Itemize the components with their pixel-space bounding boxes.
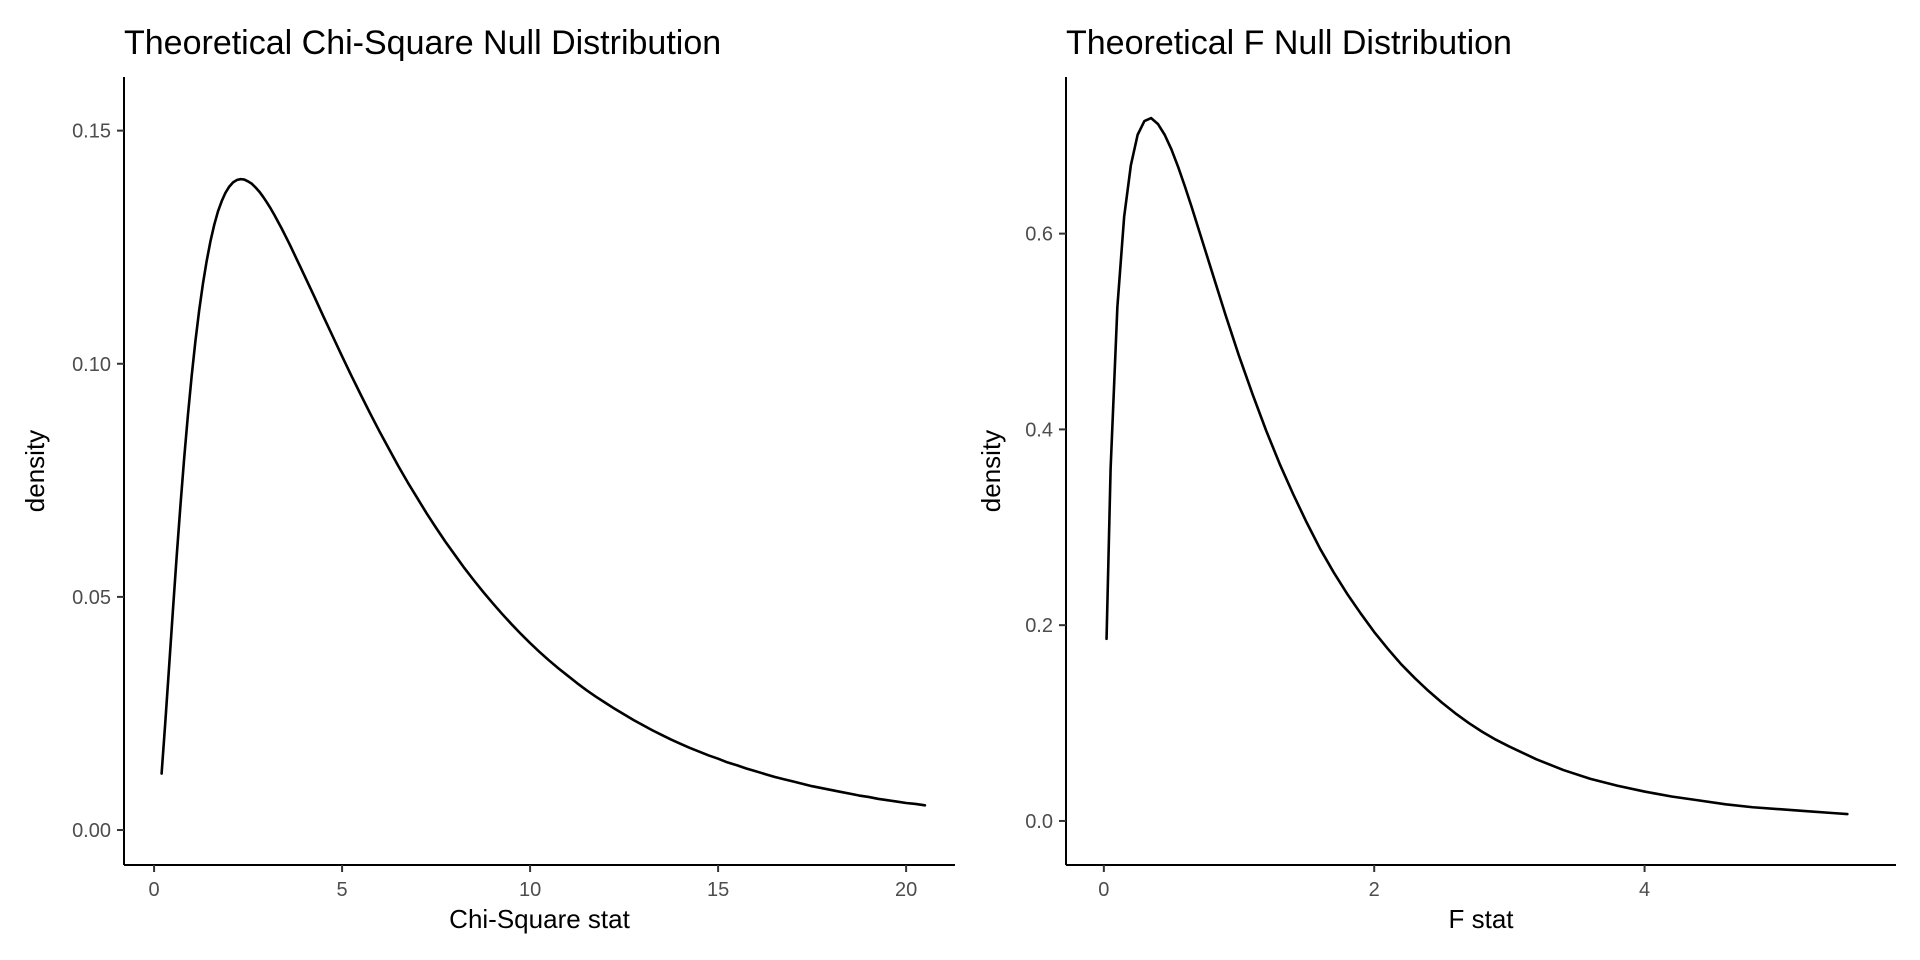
chi-square-panel: Theoretical Chi-Square Null Distribution… [20,24,955,934]
density-curve [1105,116,1849,816]
x-axis-label: Chi-Square stat [449,904,630,934]
y-axis-label: density [20,430,50,512]
y-tick-label: 0.4 [1025,419,1053,441]
x-tick-label: 15 [707,879,729,901]
y-tick-label: 0.6 [1025,224,1053,246]
x-tick-label: 20 [895,879,917,901]
x-tick-label: 2 [1369,879,1380,901]
x-tick-label: 5 [337,879,348,901]
chart-title: Theoretical F Null Distribution [1066,24,1512,62]
density-curve [160,177,927,807]
f-distribution-panel: Theoretical F Null Distribution 0.0 0.2 0.4… [976,24,1896,934]
y-tick-label: 0.15 [72,121,111,143]
y-tick-label: 0.05 [72,587,111,609]
x-tick-label: 0 [149,879,160,901]
y-tick-label: 0.2 [1025,615,1053,637]
x-tick-label: 4 [1639,879,1650,901]
chart-title: Theoretical Chi-Square Null Distribution [124,24,721,62]
y-tick-label: 0.0 [1025,811,1053,833]
x-axis-label: F stat [1448,904,1514,934]
y-axis-label: density [976,430,1006,512]
x-tick-label: 0 [1098,879,1109,901]
x-tick-label: 10 [519,879,541,901]
y-tick-label: 0.10 [72,354,111,376]
y-tick-label: 0.00 [72,820,111,842]
